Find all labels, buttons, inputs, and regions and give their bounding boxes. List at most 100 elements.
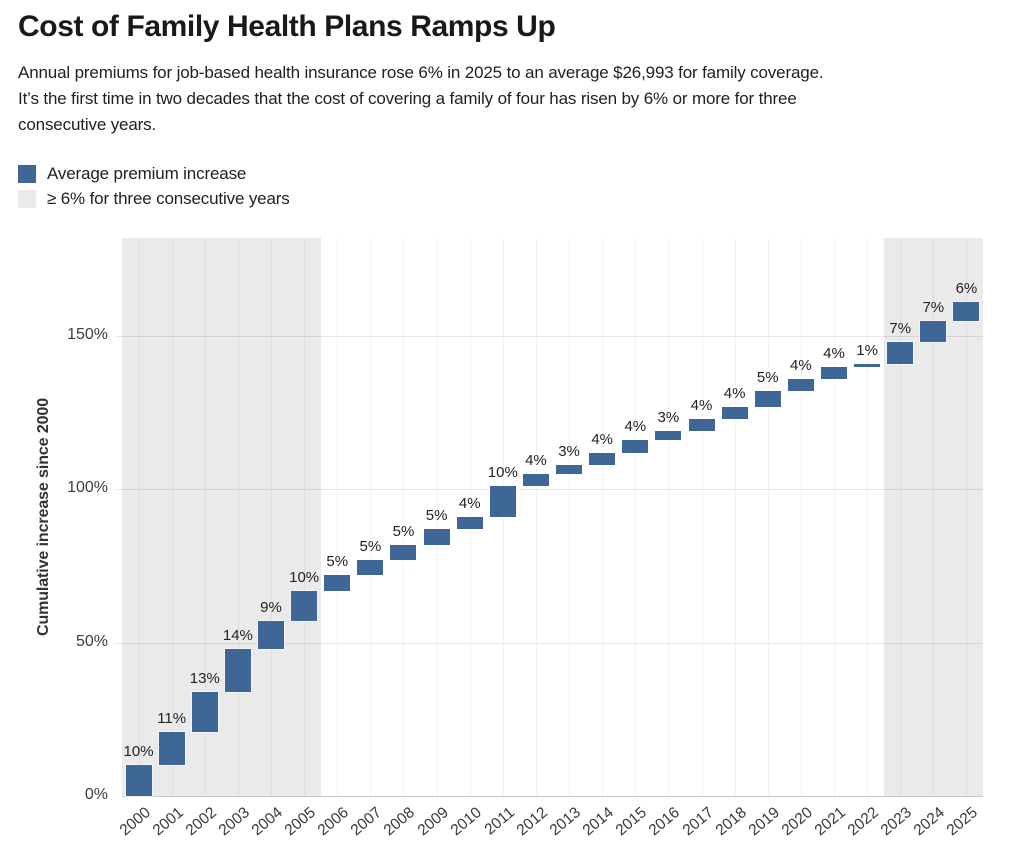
y-axis-title: Cumulative increase since 2000 [35, 397, 52, 637]
gridline-vertical [800, 238, 802, 796]
x-tick-label: 2006 [314, 804, 353, 840]
x-tick-label: 2009 [414, 804, 452, 840]
gridline-vertical [138, 238, 140, 796]
legend: Average premium increase ≥ 6% for three … [18, 161, 290, 211]
bar [920, 320, 947, 343]
bar [125, 765, 152, 796]
gridline-vertical [635, 238, 637, 796]
gridline-vertical [900, 238, 902, 796]
bar-label: 4% [525, 452, 547, 470]
bar [291, 590, 318, 622]
gridline-vertical [767, 238, 769, 796]
legend-swatch-gray [18, 189, 36, 208]
legend-item-consecutive-years: ≥ 6% for three consecutive years [18, 186, 290, 211]
bar [854, 363, 881, 367]
bar-label: 5% [425, 507, 448, 525]
subtitle-line-1: Annual premiums for job-based health ins… [18, 63, 824, 82]
plot-area: 0% 50% 100% 150% 10% 11% 13% 14% 9% 10% 5% 5% 5% 5% 4%… [67, 238, 983, 839]
gridline-vertical [734, 238, 736, 796]
gridline-vertical [602, 238, 604, 796]
bar [357, 559, 384, 576]
highlight-band [122, 238, 321, 796]
bar-label: 5% [359, 537, 382, 555]
bar [456, 517, 483, 530]
gridline-vertical [867, 238, 869, 796]
gridline-vertical [833, 238, 835, 796]
bar [191, 691, 218, 732]
gridline-vertical [304, 238, 306, 796]
bar-label: 4% [790, 357, 812, 375]
legend-label: ≥ 6% for three consecutive years [47, 188, 290, 208]
bar-label: 4% [591, 430, 614, 448]
gridline-vertical [171, 238, 173, 796]
bar-label: 10% [289, 568, 320, 586]
gridline-horizontal [115, 336, 983, 338]
gridline-vertical [933, 238, 935, 796]
bar [522, 474, 549, 487]
gridline-vertical [966, 238, 968, 796]
x-tick-label: 2025 [944, 804, 982, 840]
legend-label: Average premium increase [47, 163, 247, 183]
gridline-horizontal [115, 489, 983, 491]
bar-label: 6% [955, 280, 978, 298]
gridline-vertical [436, 238, 438, 796]
x-tick-label: 2002 [182, 804, 220, 840]
x-tick-label: 2014 [579, 804, 618, 840]
bar [655, 431, 682, 441]
bar [324, 575, 351, 591]
bar [754, 391, 781, 407]
bar-label: 4% [723, 384, 746, 402]
bar-label: 13% [189, 669, 220, 687]
bar [390, 544, 417, 560]
gridline-vertical [535, 238, 537, 796]
bar [787, 379, 814, 392]
x-tick-label: 2003 [215, 804, 253, 840]
x-tick-label: 2000 [116, 804, 154, 840]
bar-label: 4% [458, 495, 481, 512]
page-title: Cost of Family Health Plans Ramps Up [18, 10, 556, 43]
bar [953, 302, 980, 321]
legend-swatch-blue [18, 164, 36, 183]
bar-label: 3% [657, 409, 680, 427]
gridline-vertical [370, 238, 372, 796]
x-tick-label: 2018 [712, 804, 750, 840]
x-tick-label: 2016 [645, 804, 684, 840]
y-tick-label: 100% [67, 479, 108, 497]
bar [589, 452, 616, 465]
x-tick-label: 2005 [281, 804, 320, 840]
gridline-horizontal [115, 642, 983, 644]
bar-label: 4% [624, 418, 647, 436]
x-tick-label: 2024 [910, 804, 949, 840]
bar [423, 529, 450, 545]
bar [688, 418, 715, 432]
x-tick-label: 2010 [447, 804, 485, 840]
bar-label: 7% [922, 298, 945, 316]
x-tick-label: 2008 [381, 804, 419, 840]
bar [556, 464, 583, 475]
bar [158, 731, 185, 766]
x-tick-label: 2021 [811, 804, 849, 840]
bar [224, 648, 251, 692]
bar-label: 5% [392, 522, 415, 540]
bar-label: 3% [558, 442, 580, 460]
x-tick-label: 2011 [481, 804, 518, 839]
bar [820, 366, 847, 380]
bar-label: 10% [487, 464, 518, 482]
x-tick-label: 2012 [513, 804, 551, 840]
bar-label: 5% [326, 553, 349, 571]
x-tick-label: 2023 [877, 804, 916, 840]
subtitle-line-3: consecutive years. [18, 115, 157, 134]
x-axis-line [122, 796, 983, 797]
gridline-vertical [271, 238, 273, 796]
gridline-vertical [668, 238, 670, 796]
bar-label: 4% [690, 396, 713, 414]
bar [258, 621, 285, 649]
x-tick-label: 2004 [248, 804, 286, 840]
y-tick-label: 0% [84, 786, 108, 803]
bar-label: 4% [823, 344, 845, 362]
bar [622, 440, 649, 453]
legend-item-premium-increase: Average premium increase [18, 161, 290, 186]
subtitle-line-2: It’s the first time in two decades that … [18, 89, 797, 108]
bar-label: 14% [222, 626, 253, 644]
